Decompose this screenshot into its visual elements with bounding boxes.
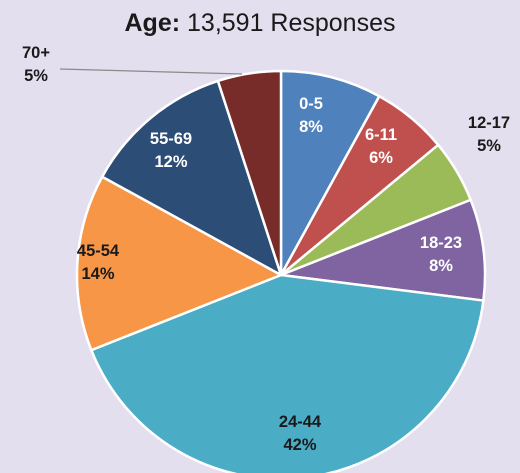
pie-slice-55-69 bbox=[100, 79, 283, 277]
labels-layer: 0-5 8% 6-11 6% 12-17 5% 18-23 8% 24-44 42% 45-54 14… bbox=[22, 44, 510, 454]
slice-label-18-23: 18-23 bbox=[420, 234, 462, 252]
slice-label-0-5: 0-5 bbox=[299, 95, 323, 113]
slice-value-55-69: 12% bbox=[154, 153, 187, 171]
slice-value-6-11: 6% bbox=[369, 149, 393, 167]
slice-value-45-54: 14% bbox=[81, 265, 114, 283]
slice-value-18-23: 8% bbox=[429, 257, 453, 275]
pie-slice-45-54 bbox=[75, 175, 283, 352]
slice-label-12-17: 12-17 bbox=[468, 114, 510, 132]
slices-layer bbox=[75, 69, 487, 473]
chart-title-bold: Age: bbox=[124, 9, 181, 37]
pie-slice-18-23 bbox=[279, 198, 487, 302]
pie-slice-0-5 bbox=[279, 69, 381, 277]
slice-label-70plus: 70+ bbox=[22, 44, 50, 62]
slice-label-55-69: 55-69 bbox=[150, 130, 192, 148]
slice-value-12-17: 5% bbox=[477, 137, 501, 155]
leader-line-70plus bbox=[59, 68, 243, 75]
pie-slice-70plus bbox=[216, 69, 283, 277]
slice-value-24-44: 42% bbox=[283, 436, 316, 454]
slice-value-70plus: 5% bbox=[24, 67, 48, 85]
slice-label-6-11: 6-11 bbox=[365, 126, 397, 144]
pie-slice-24-44 bbox=[90, 273, 485, 473]
leaders-layer bbox=[59, 68, 243, 75]
slice-value-0-5: 8% bbox=[299, 118, 323, 136]
chart-title-rest: 13,591 Responses bbox=[180, 9, 396, 37]
slice-label-45-54: 45-54 bbox=[77, 242, 120, 260]
slice-label-24-44: 24-44 bbox=[279, 413, 322, 431]
chart-title: Age: 13,591 Responses bbox=[0, 9, 520, 38]
